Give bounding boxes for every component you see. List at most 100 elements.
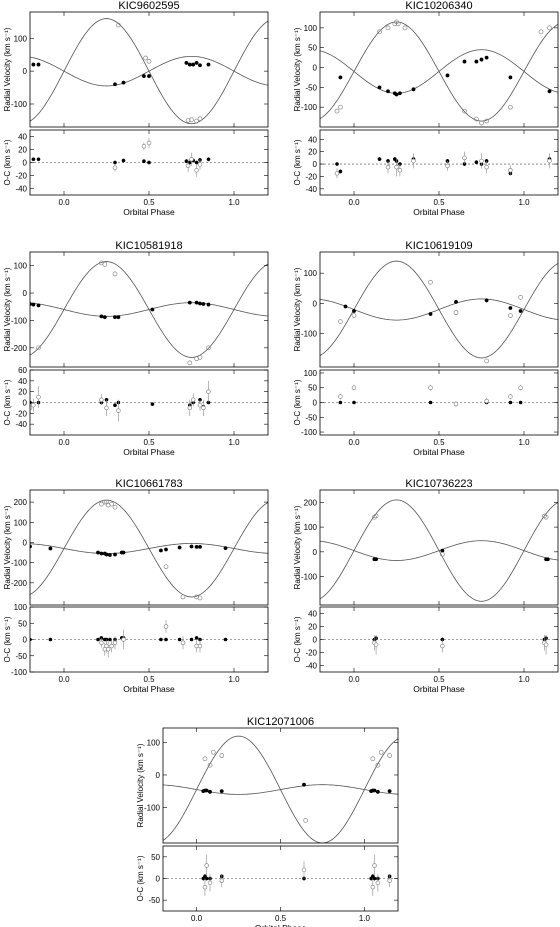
primary-rv-point [386, 89, 390, 94]
primary-rv-point [394, 92, 399, 97]
x-axis-label: Orbital Phase [413, 447, 465, 457]
secondary-residual-point [112, 640, 118, 645]
primary-rv-point [387, 789, 392, 794]
residual-y-tick-label: -50 [305, 413, 317, 422]
secondary-rv-point [143, 55, 148, 61]
secondary-residual-point [411, 158, 416, 164]
secondary-residual-point [301, 867, 307, 873]
rv-axes-frame [29, 489, 269, 606]
primary-rv-point [484, 55, 489, 60]
x-tick-label: 1.0 [518, 438, 530, 447]
primary-rv-point [198, 301, 202, 306]
y-tick-label: 0 [23, 289, 28, 298]
primary-rv-point [36, 62, 41, 67]
x-tick-label: 0.5 [433, 438, 445, 447]
primary-rv-point [159, 548, 163, 553]
y-tick-label: 200 [304, 498, 318, 507]
secondary-rv-point [508, 313, 513, 318]
primary-rv-point [48, 546, 53, 551]
residual-y-tick-label: -40 [15, 420, 27, 429]
residual-y-tick-label: 0 [156, 875, 161, 884]
primary-rv-point [116, 315, 121, 320]
residual-y-tick-label: -20 [15, 172, 27, 181]
secondary-rv-point [102, 499, 108, 505]
primary-residual-point [352, 400, 356, 405]
secondary-model-curve [30, 261, 268, 358]
primary-rv-point [545, 557, 550, 562]
primary-rv-point [36, 303, 41, 308]
residual-y-tick-label: 0 [23, 399, 28, 408]
secondary-rv-point [163, 564, 169, 570]
primary-rv-point [113, 82, 117, 87]
primary-residual-point [338, 400, 343, 405]
y-tick-label: -100 [11, 100, 28, 109]
residual-y-tick-label: -20 [305, 649, 317, 658]
primary-rv-point [411, 87, 416, 92]
secondary-residual-point [373, 642, 379, 647]
y-tick-label: 100 [304, 269, 318, 278]
secondary-rv-point [338, 104, 343, 110]
primary-rv-point [338, 75, 343, 80]
secondary-residual-point [197, 162, 203, 167]
primary-residual-point [474, 160, 479, 164]
chart-title: KIC10619109 [405, 240, 472, 252]
y-tick-label: -100 [301, 330, 318, 339]
secondary-rv-point [197, 355, 203, 360]
secondary-rv-point [538, 29, 544, 35]
secondary-rv-point [194, 594, 199, 600]
y-tick-label: 50 [308, 44, 317, 53]
primary-rv-point [184, 61, 189, 65]
primary-residual-point [206, 157, 211, 162]
y-tick-label: 0 [313, 64, 318, 73]
residual-y-tick-label: 0 [23, 636, 28, 645]
y-tick-label: -100 [11, 559, 28, 568]
primary-rv-point [440, 548, 445, 553]
chart-title: KIC10206340 [405, 0, 472, 12]
rv-axes-frame [29, 11, 269, 128]
residual-plot-area [320, 151, 558, 179]
primary-rv-point [189, 544, 194, 549]
residual-y-tick-label: -100 [11, 668, 28, 677]
secondary-residual-point [440, 643, 445, 649]
residual-y-tick-label: -40 [305, 662, 317, 671]
secondary-residual-point [394, 164, 399, 170]
secondary-residual-point [351, 385, 357, 390]
residual-plot-area [163, 854, 398, 896]
rv-axes-frame [319, 11, 559, 128]
primary-rv-point [474, 59, 479, 64]
secondary-rv-point [194, 118, 199, 124]
x-tick-label: 0.0 [191, 914, 203, 923]
primary-rv-point [508, 306, 513, 310]
primary-residual-point [113, 403, 117, 408]
secondary-rv-point [105, 502, 111, 508]
residual-axes-frame [29, 369, 269, 436]
secondary-residual-point [99, 397, 104, 403]
residual-y-tick-label: 0 [23, 159, 28, 168]
secondary-residual-point [163, 624, 169, 629]
primary-rv-point [147, 74, 151, 78]
secondary-rv-point [370, 756, 376, 762]
secondary-rv-point [377, 29, 382, 35]
primary-rv-point [454, 300, 458, 304]
primary-residual-point [194, 160, 199, 165]
residual-y-tick-label: 40 [308, 135, 317, 144]
x-tick-label: 1.0 [518, 198, 530, 207]
secondary-residual-point [146, 140, 152, 146]
rv-plot-area [30, 260, 268, 366]
residual-plot-area [30, 380, 268, 422]
secondary-residual-point [375, 880, 381, 886]
secondary-rv-point [207, 762, 213, 768]
secondary-residual-point [112, 165, 118, 170]
primary-rv-point [194, 544, 199, 549]
primary-residual-point [113, 160, 117, 165]
primary-rv-point [219, 789, 224, 794]
primary-rv-point [208, 789, 212, 794]
residual-y-tick-label: -50 [148, 896, 160, 905]
primary-residual-point [150, 402, 155, 406]
primary-residual-point [108, 637, 112, 642]
residual-y-tick-label: 40 [18, 377, 27, 386]
primary-rv-point [194, 300, 199, 305]
